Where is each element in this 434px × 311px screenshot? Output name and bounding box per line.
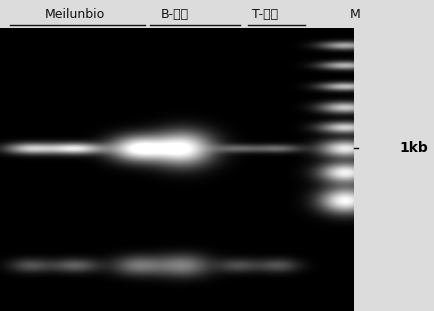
Text: T-品牌: T-品牌: [252, 8, 278, 21]
Text: M: M: [350, 8, 360, 21]
Text: 1kb: 1kb: [399, 141, 428, 155]
Text: B-品牌: B-品牌: [161, 8, 189, 21]
Text: Meilunbio: Meilunbio: [45, 8, 105, 21]
